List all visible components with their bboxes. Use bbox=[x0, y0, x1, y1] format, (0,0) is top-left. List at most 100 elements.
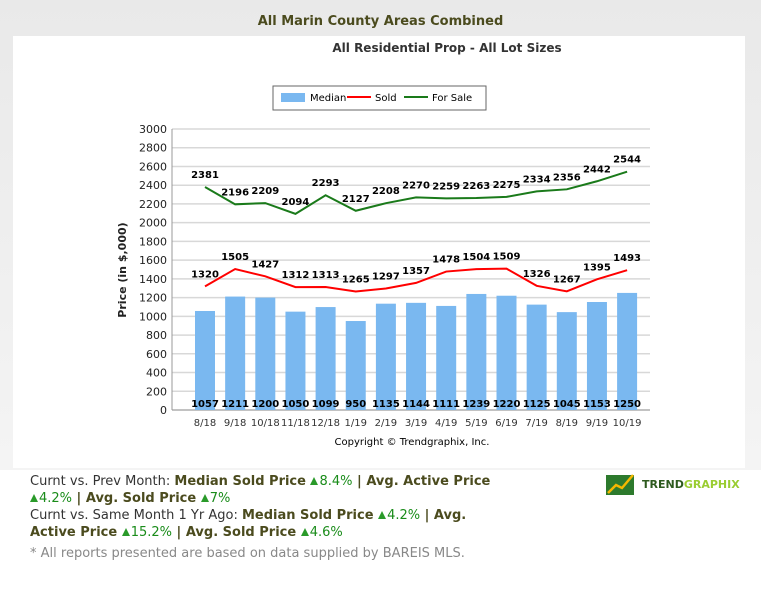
bar-median bbox=[285, 311, 306, 410]
up-arrow-icon bbox=[378, 511, 387, 519]
y-tick-label: 2600 bbox=[139, 160, 167, 173]
stat-label: Avg. Sold Price bbox=[85, 491, 201, 506]
point-label: 2209 bbox=[251, 186, 279, 197]
point-label: 1509 bbox=[493, 252, 521, 263]
point-label: 1320 bbox=[191, 269, 219, 280]
line-sold bbox=[204, 267, 628, 293]
point-label: 2094 bbox=[282, 197, 310, 208]
stat-value: 4.6% bbox=[309, 525, 343, 540]
point-label: 1265 bbox=[342, 275, 370, 286]
logo-icon bbox=[606, 474, 634, 495]
y-tick-label: 1200 bbox=[139, 292, 167, 305]
point-label: 2127 bbox=[342, 194, 370, 205]
y-tick-label: 1800 bbox=[139, 235, 167, 248]
bar-median bbox=[406, 302, 427, 410]
y-tick-label: 2200 bbox=[139, 198, 167, 211]
point-label: 1267 bbox=[553, 274, 581, 285]
up-arrow-icon bbox=[310, 477, 319, 485]
legend-label: Median bbox=[310, 93, 346, 104]
stat-label: Median Sold Price bbox=[241, 508, 379, 523]
x-tick-label: 9/18 bbox=[224, 418, 246, 429]
logo-text: TRENDGRAPHIX bbox=[642, 478, 740, 491]
page-title: All Marin County Areas Combined bbox=[257, 14, 504, 29]
stat-value: 4.2% bbox=[387, 508, 421, 523]
bar-median bbox=[466, 293, 487, 410]
bar-median bbox=[436, 305, 457, 410]
y-tick-label: 1600 bbox=[139, 254, 167, 267]
x-tick-label: 3/19 bbox=[405, 418, 427, 429]
bar-label: 1057 bbox=[191, 399, 219, 410]
chart-title: All Residential Prop - All Lot Sizes bbox=[332, 41, 561, 55]
separator: | bbox=[72, 491, 86, 506]
x-tick-label: 8/19 bbox=[556, 418, 578, 429]
legend-label: Sold bbox=[375, 93, 397, 104]
up-arrow-icon bbox=[200, 494, 209, 502]
x-tick-label: 8/18 bbox=[194, 418, 216, 429]
up-arrow-icon bbox=[30, 494, 38, 502]
trendgraphix-logo: TRENDGRAPHIX bbox=[606, 473, 740, 495]
point-label: 1427 bbox=[251, 259, 279, 270]
point-label: 2356 bbox=[553, 172, 581, 183]
logo-text-b: GRAPHIX bbox=[683, 477, 740, 491]
chart: All Residential Prop - All Lot Sizes 0 200… bbox=[116, 41, 650, 448]
point-label: 2275 bbox=[493, 180, 521, 191]
line-for-sale bbox=[204, 170, 628, 215]
bar-label: 1045 bbox=[553, 399, 581, 410]
stat-value: 4.2% bbox=[39, 491, 73, 506]
point-label: 2270 bbox=[402, 180, 430, 191]
stats-prefix: Curnt vs. Prev Month: bbox=[30, 474, 175, 489]
bar-label: 1125 bbox=[523, 399, 551, 410]
y-tick-label: 800 bbox=[146, 329, 167, 342]
legend-label: For Sale bbox=[432, 93, 472, 104]
y-tick-label: 2400 bbox=[139, 179, 167, 192]
x-tick-label: 2/19 bbox=[375, 418, 397, 429]
y-tick-label: 1400 bbox=[139, 273, 167, 286]
x-tick-label: 10/19 bbox=[613, 418, 642, 429]
y-axis-label: Price (in $,000) bbox=[116, 222, 129, 317]
up-arrow-icon bbox=[300, 528, 309, 536]
bar-label: 1099 bbox=[312, 399, 340, 410]
bar-median bbox=[315, 307, 336, 410]
point-label: 2442 bbox=[583, 164, 611, 175]
x-tick-label: 11/18 bbox=[281, 418, 310, 429]
point-label: 1326 bbox=[523, 269, 551, 280]
point-label: 2334 bbox=[523, 174, 551, 185]
y-tick-label: 1000 bbox=[139, 310, 167, 323]
bar-label: 1220 bbox=[493, 399, 521, 410]
x-tick-label: 7/19 bbox=[525, 418, 547, 429]
point-label: 1504 bbox=[462, 252, 490, 263]
x-tick-label: 4/19 bbox=[435, 418, 457, 429]
point-label: 1395 bbox=[583, 262, 611, 273]
stats-prefix: Curnt vs. Same Month 1 Yr Ago: bbox=[30, 508, 242, 523]
point-label: 2208 bbox=[372, 186, 400, 197]
point-label: 1357 bbox=[402, 266, 430, 277]
y-tick-label: 2000 bbox=[139, 217, 167, 230]
point-label: 1297 bbox=[372, 272, 400, 283]
point-label: 2263 bbox=[462, 181, 490, 192]
y-tick-label: 0 bbox=[160, 404, 167, 417]
x-tick-label: 9/19 bbox=[586, 418, 608, 429]
bar-median bbox=[375, 303, 396, 410]
bar-label: 1200 bbox=[251, 399, 279, 410]
logo-text-a: TREND bbox=[642, 477, 684, 491]
stat-value: 7% bbox=[209, 491, 231, 506]
up-arrow-icon bbox=[121, 528, 130, 536]
bar-median bbox=[556, 312, 577, 410]
stat-label: Median Sold Price bbox=[174, 474, 311, 489]
x-tick-label: 6/19 bbox=[495, 418, 517, 429]
stat-label: Avg. Active Price bbox=[366, 474, 491, 489]
stats-year-ago: Curnt vs. Same Month 1 Yr Ago: Median So… bbox=[30, 507, 500, 541]
stat-value: 15.2% bbox=[130, 525, 173, 540]
y-tick-label: 2800 bbox=[139, 142, 167, 155]
point-label: 1493 bbox=[613, 253, 641, 264]
bar-median bbox=[617, 292, 638, 410]
point-label: 1478 bbox=[432, 255, 460, 266]
point-label: 2259 bbox=[432, 181, 460, 192]
x-tick-label: 10/18 bbox=[251, 418, 280, 429]
separator: | bbox=[172, 525, 186, 540]
x-tick-label: 1/19 bbox=[345, 418, 367, 429]
bar-median bbox=[496, 295, 517, 410]
legend-swatch-median bbox=[281, 93, 305, 102]
bar-label: 1153 bbox=[583, 399, 611, 410]
x-tick-label: 12/18 bbox=[311, 418, 340, 429]
